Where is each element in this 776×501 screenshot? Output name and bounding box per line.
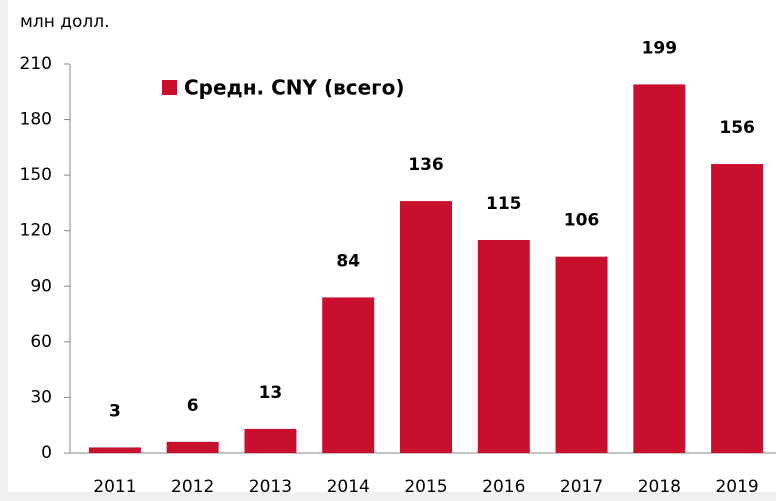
value-label: 84: [336, 251, 360, 271]
value-label: 6: [187, 396, 199, 416]
y-tick-label: 210: [20, 54, 52, 74]
value-label: 106: [564, 211, 600, 231]
bar: [555, 256, 608, 453]
bar: [633, 84, 686, 453]
x-tick-label: 2011: [93, 477, 136, 497]
x-tick-label: 2016: [482, 477, 525, 497]
y-axis-label: млн долл.: [20, 12, 110, 32]
legend-swatch: [162, 80, 177, 95]
x-tick-label: 2014: [327, 477, 370, 497]
y-tick-label: 180: [20, 110, 52, 130]
value-label: 3: [109, 401, 121, 421]
x-tick-label: 2017: [560, 477, 603, 497]
y-tick-label: 120: [20, 221, 52, 241]
x-tick-label: 2019: [715, 477, 758, 497]
value-label: 115: [486, 194, 522, 214]
y-tick-label: 30: [30, 387, 52, 407]
bar: [400, 201, 452, 453]
bar: [166, 441, 219, 453]
bar: [322, 297, 375, 453]
y-tick-label: 150: [20, 165, 52, 185]
x-tick-label: 2012: [171, 477, 214, 497]
y-tick-label: 90: [30, 276, 52, 296]
x-tick-label: 2018: [638, 477, 681, 497]
bar: [711, 164, 764, 453]
x-tick-label: 2015: [404, 477, 447, 497]
legend-label: Средн. CNY (всего): [184, 76, 405, 100]
value-label: 156: [719, 118, 755, 138]
value-label: 199: [642, 38, 678, 58]
bar: [477, 239, 530, 453]
x-tick-label: 2013: [249, 477, 292, 497]
bar: [244, 428, 297, 453]
bar: [88, 447, 141, 453]
value-label: 13: [259, 383, 283, 403]
y-tick-label: 60: [30, 332, 52, 352]
y-tick-label: 0: [41, 443, 52, 463]
value-label: 136: [408, 155, 444, 175]
